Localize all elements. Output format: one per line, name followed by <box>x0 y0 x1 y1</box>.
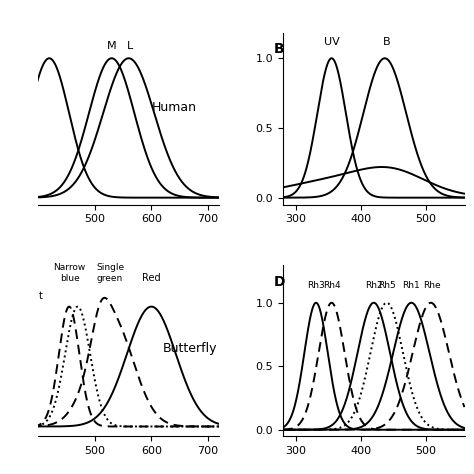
Text: Rh3: Rh3 <box>307 281 325 290</box>
Text: B: B <box>383 37 391 47</box>
Text: UV: UV <box>324 37 339 47</box>
Text: t: t <box>38 291 42 301</box>
Text: Rh5: Rh5 <box>378 281 396 290</box>
Text: D: D <box>273 275 285 289</box>
Text: Rh2: Rh2 <box>365 281 383 290</box>
Text: Rh4: Rh4 <box>323 281 340 290</box>
Text: B: B <box>273 42 284 55</box>
Text: L: L <box>127 41 133 51</box>
Text: Human: Human <box>151 100 196 114</box>
Text: M: M <box>107 41 117 51</box>
Text: Rhe: Rhe <box>423 281 441 290</box>
Text: Narrow
blue: Narrow blue <box>54 263 86 283</box>
Text: Butterfly: Butterfly <box>163 342 217 355</box>
Text: Rh1: Rh1 <box>402 281 420 290</box>
Text: Red: Red <box>142 273 161 283</box>
Text: Single
green: Single green <box>96 263 124 283</box>
